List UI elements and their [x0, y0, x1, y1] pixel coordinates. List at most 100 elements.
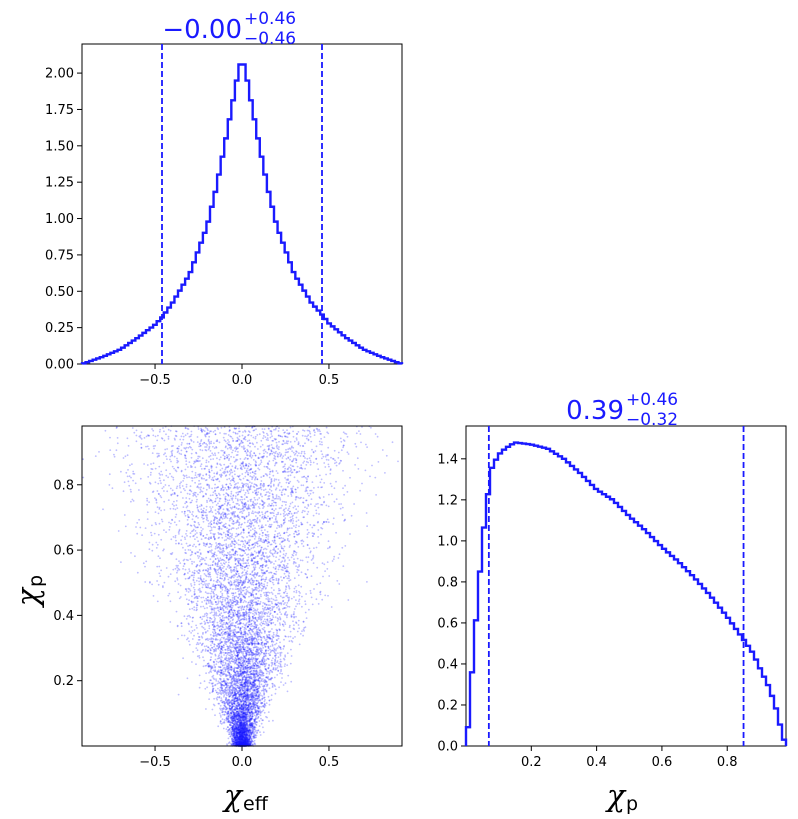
scatter-point [179, 486, 182, 489]
scatter-point [273, 497, 276, 500]
scatter-point [268, 444, 271, 447]
scatter-point [249, 737, 252, 740]
scatter-point [253, 452, 256, 455]
scatter-point [221, 603, 223, 606]
scatter-point [276, 535, 279, 537]
scatter-point [148, 548, 151, 551]
chi-eff-histogram-panel: −0.00 +0.46 −0.46 −0.5 0.0 0.50.000.250.50… [45, 9, 404, 388]
scatter-point [214, 670, 216, 673]
scatter-point [205, 509, 208, 511]
scatter-point [274, 643, 276, 646]
scatter-point [187, 572, 189, 574]
scatter-point [280, 568, 283, 571]
scatter-point [252, 612, 254, 615]
scatter-point [242, 558, 245, 561]
scatter-point [190, 626, 193, 628]
scatter-point [181, 511, 184, 513]
scatter-point [222, 562, 225, 564]
scatter-point [261, 689, 264, 692]
scatter-point [239, 731, 242, 733]
scatter-point [156, 452, 159, 455]
scatter-point [272, 668, 275, 671]
scatter-point [108, 484, 111, 486]
scatter-point [222, 488, 225, 491]
scatter-point [156, 490, 159, 492]
scatter-point [327, 547, 329, 550]
scatter-point [246, 696, 249, 699]
scatter-point [202, 596, 205, 599]
scatter-point [256, 478, 259, 481]
scatter-point [244, 733, 246, 736]
scatter-point [220, 464, 222, 467]
scatter-point [247, 633, 249, 636]
scatter-point [307, 531, 310, 534]
scatter-point [181, 485, 184, 487]
scatter-point [199, 491, 202, 494]
scatter-point [236, 736, 239, 739]
scatter-point [236, 557, 238, 560]
scatter-point [279, 513, 282, 516]
scatter-point [184, 455, 187, 457]
scatter-point [236, 603, 239, 605]
scatter-point [249, 690, 251, 693]
scatter-point [148, 448, 150, 450]
scatter-point [244, 663, 247, 665]
scatter-point [250, 557, 253, 560]
scatter-point [233, 539, 236, 542]
scatter-point [126, 475, 129, 478]
scatter-point [247, 553, 250, 556]
scatter-point [236, 739, 239, 741]
scatter-point [263, 626, 266, 629]
scatter-point [248, 586, 251, 588]
scatter-point [258, 507, 261, 510]
scatter-point [234, 714, 237, 717]
scatter-point [243, 569, 246, 571]
scatter-point [224, 487, 227, 489]
scatter-point [182, 497, 184, 499]
scatter-point [291, 517, 294, 520]
scatter-point [188, 643, 191, 646]
scatter-point [199, 448, 202, 451]
scatter-point [262, 485, 265, 488]
scatter-point [278, 446, 280, 448]
scatter-point [268, 720, 270, 722]
scatter-point [259, 692, 262, 694]
scatter-point [258, 536, 261, 538]
scatter-point [244, 670, 246, 673]
scatter-point [273, 563, 275, 565]
scatter-point [221, 664, 224, 667]
scatter-point [266, 635, 269, 638]
scatter-point [261, 513, 264, 516]
scatter-point [115, 449, 118, 452]
scatter-point [228, 459, 230, 462]
scatter-point [217, 451, 220, 454]
scatter-point [301, 542, 303, 545]
scatter-point [274, 688, 277, 691]
chi-eff-x-tick-label: −0.5 [139, 373, 171, 388]
scatter-point [197, 457, 199, 460]
scatter-point [233, 713, 235, 716]
scatter-point [285, 588, 287, 591]
scatter-point [236, 741, 239, 744]
scatter-point [315, 546, 318, 549]
scatter-point [216, 573, 219, 576]
scatter-point [252, 557, 255, 559]
scatter-point [229, 605, 232, 608]
scatter-point [136, 571, 139, 574]
scatter-point [324, 594, 327, 597]
scatter-point [251, 571, 254, 574]
scatter-point [274, 599, 276, 602]
scatter-point [182, 657, 185, 660]
scatter-point [263, 541, 265, 544]
scatter-point [247, 709, 250, 712]
scatter-point [163, 581, 166, 584]
scatter-point [295, 591, 298, 594]
scatter-point [159, 575, 162, 577]
scatter-point [235, 732, 237, 735]
scatter-point [286, 690, 289, 693]
scatter-point [260, 701, 263, 704]
scatter-point [235, 739, 237, 741]
scatter-point [246, 698, 249, 701]
scatter-point [223, 578, 226, 581]
scatter-point [196, 485, 199, 488]
